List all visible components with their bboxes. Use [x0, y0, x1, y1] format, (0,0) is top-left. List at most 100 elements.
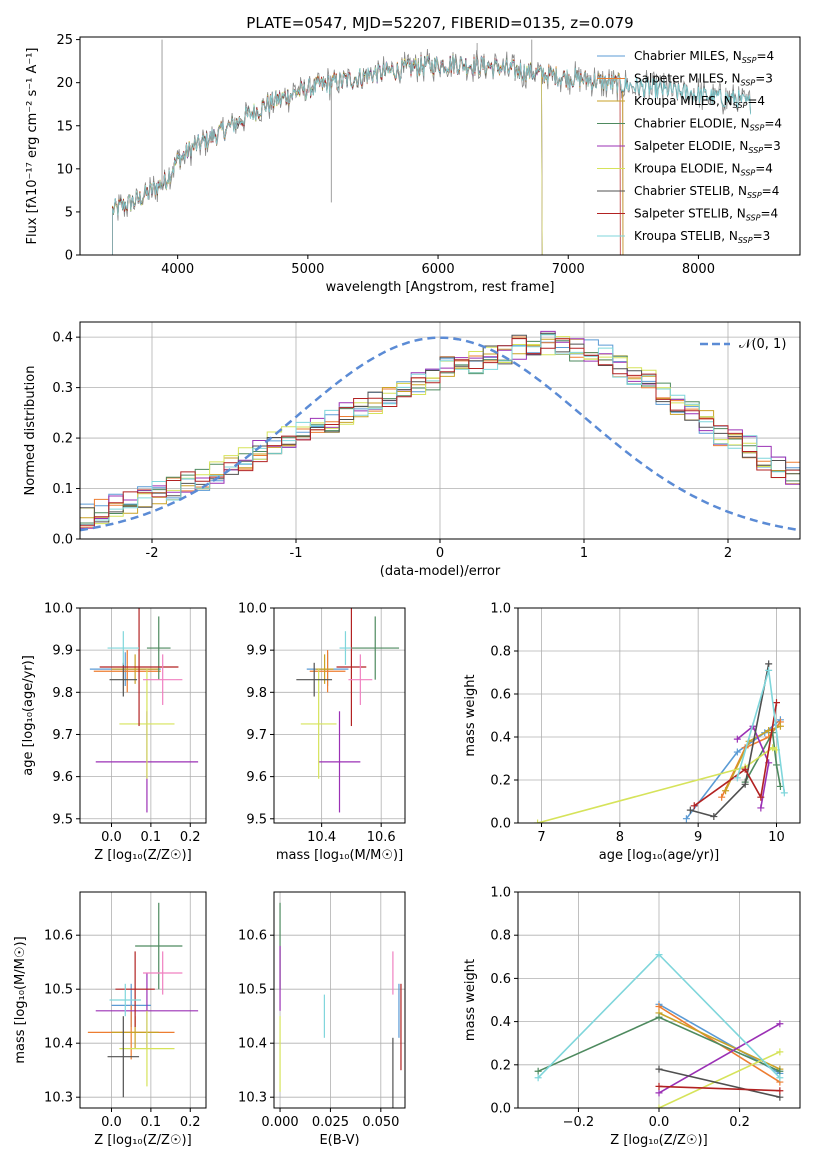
x-axis-label: Z [log₁₀(Z/Z☉)] [94, 1133, 191, 1148]
legend-label: Kroupa ELODIE, NSSP=4 [634, 162, 773, 178]
x-tick-label: 10.4 [307, 830, 336, 845]
x-tick-label: 0.2 [180, 1115, 201, 1130]
data-marker [733, 748, 741, 756]
plot-area [534, 951, 784, 1108]
plot-area [87, 902, 199, 1098]
data-marker [655, 1013, 663, 1021]
y-tick-label: 9.5 [246, 812, 267, 827]
data-marker [690, 802, 698, 810]
y-tick-label: 9.6 [246, 770, 267, 785]
axes-frame [273, 891, 406, 1109]
data-marker [776, 1093, 784, 1101]
mass-weight-line [658, 1051, 781, 1108]
data-marker [686, 806, 694, 814]
y-tick-label: 10.6 [44, 929, 73, 944]
legend-label: Chabrier STELIB, NSSP=4 [634, 184, 779, 200]
data-marker [655, 1002, 663, 1010]
x-axis-label: wavelength [Angstrom, rest frame] [326, 280, 555, 295]
axes-frame [79, 36, 801, 256]
panel-age_vs_Z: 0.0 0.1 0.2 9.5 9.6 9.7 9.8 9.9 10.0 Z [log₁₀(Z/Z… [21, 602, 207, 863]
data-marker [655, 1089, 663, 1097]
data-marker [534, 1074, 542, 1082]
y-tick-label: 10.4 [238, 1037, 267, 1052]
y-tick-label: 1.0 [490, 886, 511, 901]
model-spectrum-line [112, 55, 751, 255]
data-marker [776, 1020, 784, 1028]
y-tick-label: 10.5 [238, 983, 267, 998]
y-tick-label: 10.4 [44, 1037, 73, 1052]
mass-weight-line [693, 702, 778, 807]
mass-weight-line [537, 746, 777, 823]
y-tick-label: 9.7 [246, 728, 267, 743]
figure-title: PLATE=0547, MJD=52207, FIBERID=0135, z=0… [246, 14, 633, 32]
data-marker [776, 1048, 784, 1056]
x-tick-label: 10.6 [367, 830, 396, 845]
panel-weight_vs_age: 7 8 9 10 0.0 0.2 0.4 0.6 0.8 1.0 age [log₁₀(age/yr… [463, 602, 801, 863]
mass-weight-line [658, 1068, 781, 1098]
panel-residual_hist: -2 -1 0 1 2 0.0 0.1 0.2 0.3 0.4 (data-model)/error… [23, 321, 801, 579]
x-axis-label: Z [log₁₀(Z/Z☉)] [94, 848, 191, 863]
data-marker [773, 699, 780, 707]
model-spectrum-line [112, 55, 624, 255]
y-axis-label: age [log₁₀(age/yr)] [21, 655, 36, 776]
legend-label: Salpeter STELIB, NSSP=4 [634, 207, 778, 223]
y-tick-label: 10.0 [238, 602, 267, 617]
x-tick-label: 10 [768, 830, 785, 845]
y-tick-label: 15 [56, 119, 73, 134]
y-tick-label: 0.8 [490, 645, 511, 660]
y-tick-label: 5 [65, 205, 73, 220]
data-marker [780, 789, 788, 797]
x-tick-label: 0.0 [649, 1115, 670, 1130]
data-marker [776, 1087, 784, 1095]
data-marker [757, 793, 765, 801]
plot-area [296, 608, 400, 813]
data-marker [741, 780, 749, 788]
mass-weight-line [736, 725, 770, 809]
data-marker [769, 744, 777, 752]
axes-frame [273, 607, 406, 824]
plot-area [89, 608, 199, 813]
x-tick-label: 8 [616, 830, 624, 845]
legend-label: Kroupa STELIB, NSSP=3 [634, 229, 770, 245]
x-tick-label: 0.025 [312, 1115, 349, 1130]
x-axis-label: E(B-V) [319, 1133, 359, 1148]
mass-weight-line [658, 1023, 781, 1094]
mass-weight-line [658, 1012, 781, 1070]
axes-frame [79, 891, 207, 1109]
data-marker [718, 793, 726, 801]
x-tick-label: 4000 [161, 262, 194, 277]
y-tick-label: 0.4 [52, 331, 73, 346]
x-tick-label: 6000 [422, 262, 455, 277]
mass-weight-line [736, 670, 786, 794]
plot-area [534, 660, 788, 823]
y-tick-label: 0.0 [52, 533, 73, 548]
data-marker [773, 761, 780, 769]
panel-mass_vs_Z: 0.0 0.1 0.2 10.3 10.4 10.5 10.6 Z [log₁₀(Z/Z☉)]… [13, 891, 207, 1148]
axes-frame [517, 607, 801, 824]
x-tick-label: -2 [146, 546, 159, 561]
y-tick-label: 10.3 [44, 1091, 73, 1106]
y-tick-label: 0.6 [490, 972, 511, 987]
y-tick-label: 20 [56, 76, 73, 91]
data-marker [776, 1067, 784, 1075]
model-spectrum-line [112, 54, 624, 255]
y-tick-label: 0.4 [490, 1015, 511, 1030]
x-tick-label: 0.2 [180, 830, 201, 845]
x-tick-label: 0.2 [729, 1115, 750, 1130]
panel-spectrum: 4000 5000 6000 7000 8000 0 5 10 15 20 25 wavelength… [25, 33, 801, 295]
panel-mass_vs_ebv: 0.000 0.025 0.050 10.3 10.4 10.5 10.6 E(B-V) [238, 891, 406, 1148]
legend-label: Chabrier ELODIE, NSSP=4 [634, 117, 782, 133]
y-tick-label: 10.5 [44, 983, 73, 998]
data-marker [776, 1074, 784, 1082]
y-tick-label: 0.0 [490, 817, 511, 832]
y-tick-label: 0.3 [52, 381, 73, 396]
mass-weight-line [658, 1085, 780, 1092]
y-tick-label: 9.9 [52, 644, 73, 659]
x-tick-label: 0.0 [101, 830, 122, 845]
x-tick-label: 8000 [682, 262, 715, 277]
y-tick-label: 0.8 [490, 929, 511, 944]
y-tick-label: 0.0 [490, 1102, 511, 1117]
y-tick-label: 10.3 [238, 1091, 267, 1106]
y-axis-label: Flux [fλ10⁻¹⁷ erg cm⁻² s⁻¹ A⁻¹] [25, 48, 40, 245]
y-axis-label: mass [log₁₀(M/M☉)] [13, 936, 28, 1063]
